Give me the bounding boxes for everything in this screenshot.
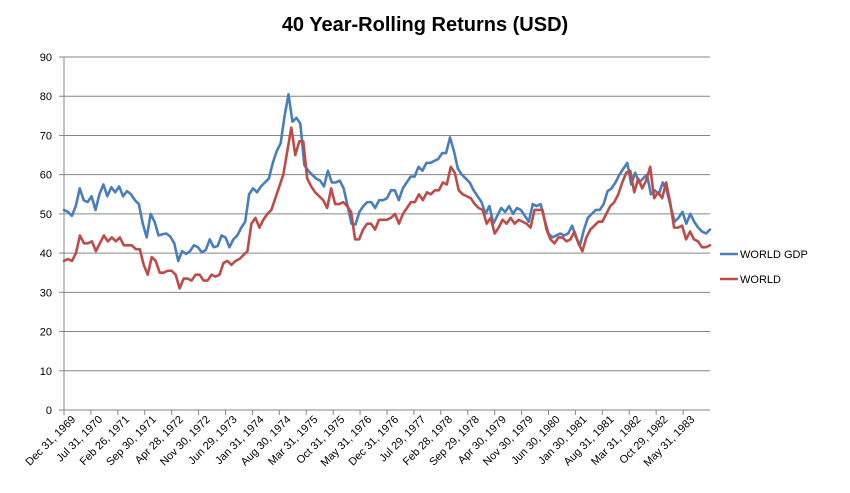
y-tick-label: 10: [40, 366, 52, 378]
series-lines: [62, 92, 712, 290]
chart-title: 40 Year-Rolling Returns (USD): [281, 14, 569, 36]
legend-label: WORLD GDP: [740, 249, 808, 261]
y-tick-label: 60: [40, 170, 52, 182]
series-line-world: [62, 126, 712, 290]
legend-label: WORLD: [740, 274, 781, 286]
y-tick-label: 50: [40, 209, 52, 221]
y-tick-label: 30: [40, 287, 52, 299]
series-line-world-gdp: [62, 92, 712, 263]
y-tick-label: 40: [40, 248, 52, 260]
y-tick-label: 70: [40, 130, 52, 142]
y-tick-label: 80: [40, 91, 52, 103]
y-tick-label: 90: [40, 52, 52, 64]
y-tick-label: 20: [40, 327, 52, 339]
legend: WORLD GDP WORLD: [720, 249, 808, 286]
gridlines: [64, 56, 710, 372]
y-tick-label: 0: [46, 405, 52, 417]
